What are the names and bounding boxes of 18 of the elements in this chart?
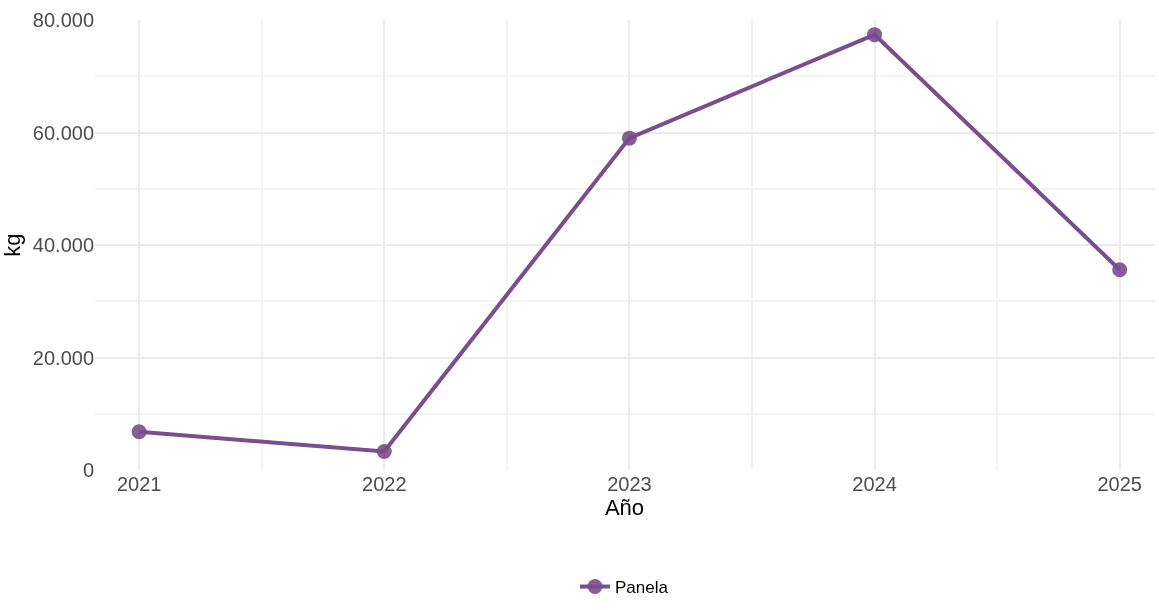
x-tick-label: 2021: [116, 473, 162, 495]
x-tick-label: 2024: [852, 473, 897, 495]
point: [621, 130, 637, 146]
y-tick-label: 80.000: [32, 9, 94, 31]
point: [1112, 262, 1128, 278]
x-tick-label: 2022: [362, 473, 407, 495]
y-tick-label: 0: [82, 459, 94, 481]
legend-label: Panela: [615, 578, 669, 598]
point: [376, 443, 392, 459]
point: [131, 424, 147, 440]
x-tick-label: 2023: [607, 473, 652, 495]
y-tick-label: 20.000: [32, 346, 94, 369]
y-axis-title: kg: [0, 233, 25, 257]
x-axis-title: Año: [604, 495, 645, 520]
y-tick-label: 40.000: [32, 234, 94, 256]
point: [867, 27, 883, 43]
y-tick-label: 60.000: [32, 121, 94, 144]
x-tick-label: 2025: [1097, 473, 1142, 495]
